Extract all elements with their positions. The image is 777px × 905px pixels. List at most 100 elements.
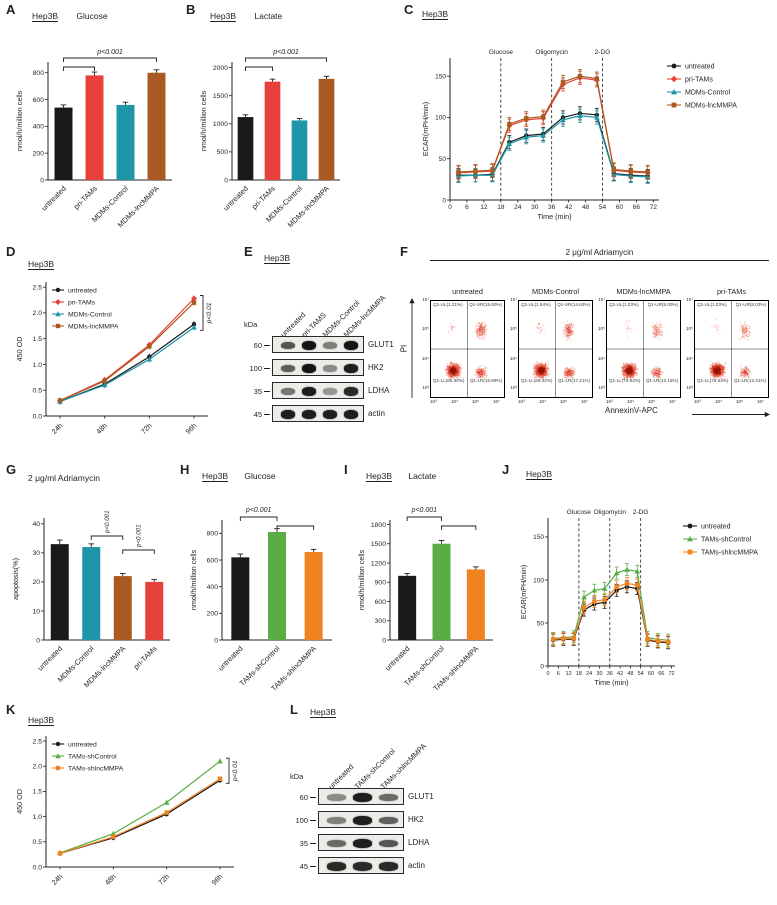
svg-text:300: 300 bbox=[375, 618, 387, 625]
svg-text:MDMs-lncMMPA: MDMs-lncMMPA bbox=[685, 103, 737, 110]
panel-A-cellline: Hep3B bbox=[32, 11, 58, 21]
blot-band bbox=[352, 839, 372, 848]
svg-text:42: 42 bbox=[617, 671, 623, 677]
svg-text:1.0: 1.0 bbox=[33, 814, 43, 821]
svg-text:18: 18 bbox=[576, 671, 582, 677]
chart-K-svg: 0.0 0.5 1.0 1.5 2.0 2.5 450 OD 24h 48h 72h 96h untr… bbox=[15, 736, 239, 887]
svg-text:450 OD: 450 OD bbox=[15, 337, 24, 362]
svg-text:96h: 96h bbox=[184, 421, 199, 436]
svg-text:nmol/h/million cells: nmol/h/million cells bbox=[189, 549, 198, 610]
kda-tick bbox=[310, 865, 316, 867]
kda-value: 100 bbox=[295, 816, 308, 825]
svg-text:1.0: 1.0 bbox=[33, 362, 43, 369]
panel-D-head: Hep3B bbox=[28, 259, 54, 269]
panel-G-title: 2 μg/ml Adriamycin bbox=[28, 473, 100, 483]
panel-G-chart: 0 10 20 30 40 apoptosis(%) untreated MDMs-Contr… bbox=[6, 488, 178, 702]
svg-text:400: 400 bbox=[207, 584, 219, 591]
flow-y-tick: 10³ bbox=[422, 385, 429, 390]
svg-text:untreated: untreated bbox=[221, 184, 249, 212]
blot-strip bbox=[272, 336, 364, 353]
flow-x-tick: 10³ bbox=[430, 399, 437, 404]
svg-text:untreated: untreated bbox=[701, 524, 731, 531]
svg-text:Oligomycin: Oligomycin bbox=[593, 509, 626, 516]
panel-C-chart: 0 50 100 150 ECAR(mPH/min) 0 6 12 18 24 30 36 42 48 54… bbox=[396, 22, 775, 236]
panel-G-label: G bbox=[6, 462, 17, 477]
panel-C: C Hep3B 0 50 100 150 ECAR(mPH/min) 0 6 12 18 24 30… bbox=[396, 2, 775, 238]
flow-y-tick: 10⁴ bbox=[509, 355, 517, 361]
panel-I-head: Hep3B Lactate bbox=[366, 471, 436, 481]
flow-x-axis-label: AnnexinV-APC bbox=[605, 406, 658, 415]
flow-x-tick: 10⁵ bbox=[472, 399, 480, 404]
kda-tick bbox=[264, 413, 270, 415]
flow-plot: Q1-UL(1.03%) Q1-UR(9.00%) Q1-LL(76.82%) Q1-… bbox=[606, 300, 681, 398]
protein-label: LDHA bbox=[368, 386, 390, 395]
svg-text:Glucose: Glucose bbox=[489, 49, 514, 56]
blot-band bbox=[326, 817, 346, 824]
svg-text:48h: 48h bbox=[94, 421, 109, 436]
flow-x-tick: 10⁷ bbox=[581, 399, 588, 404]
svg-text:p<0.001: p<0.001 bbox=[96, 49, 123, 56]
blot-band bbox=[343, 410, 358, 419]
svg-text:54: 54 bbox=[599, 204, 607, 211]
svg-text:18: 18 bbox=[497, 204, 505, 211]
blot-band bbox=[378, 862, 398, 871]
svg-text:30: 30 bbox=[32, 550, 40, 557]
quadrant-label: Q1-UR(14.63%) bbox=[557, 302, 590, 307]
panel-H: H Hep3B Glucose 0 200 400 600 800 nmol/h/mill… bbox=[180, 462, 340, 702]
svg-text:24: 24 bbox=[586, 671, 592, 677]
panel-K-cellline: Hep3B bbox=[28, 715, 54, 725]
svg-text:TAMs-shlncMMPA: TAMs-shlncMMPA bbox=[701, 550, 758, 557]
svg-text:600: 600 bbox=[33, 97, 45, 104]
flow-y-tick: 10⁵ bbox=[685, 326, 693, 332]
svg-text:36: 36 bbox=[607, 671, 613, 677]
panel-A-head: Hep3B Glucose bbox=[32, 11, 108, 21]
quadrant-label: Q1-LL(66.30%) bbox=[433, 378, 465, 384]
panel-D-label: D bbox=[6, 244, 16, 259]
blot-strip bbox=[272, 405, 364, 422]
panel-K: K Hep3B 0.0 0.5 1.0 1.5 2.0 2.5 450 OD 24h 48h 72… bbox=[6, 702, 274, 905]
svg-text:pri-TAMs: pri-TAMs bbox=[131, 644, 158, 671]
svg-text:2-DG: 2-DG bbox=[595, 49, 611, 56]
flow-y-tick: 10⁵ bbox=[421, 326, 429, 332]
panel-K-head: Hep3B bbox=[28, 715, 54, 725]
panel-E-head: Hep3B bbox=[264, 253, 290, 263]
panel-I-chart: 0 300 600 900 1200 1500 1800 nmol/h/million cel… bbox=[344, 486, 499, 702]
svg-text:12: 12 bbox=[566, 671, 572, 677]
blot-band bbox=[280, 388, 295, 395]
flow-y-tick: 10⁴ bbox=[597, 355, 605, 361]
svg-text:2.0: 2.0 bbox=[33, 310, 43, 317]
svg-text:150: 150 bbox=[533, 534, 544, 541]
svg-text:p<0.001: p<0.001 bbox=[245, 507, 272, 514]
flow-x-tick: 10⁴ bbox=[451, 399, 459, 404]
lane-label: TAMs-shlncMMPA bbox=[378, 741, 429, 791]
flow-x-tick: 10⁷ bbox=[757, 399, 764, 404]
svg-text:600: 600 bbox=[375, 599, 387, 606]
panel-E-label: E bbox=[244, 244, 253, 259]
flow-y-tick: 10³ bbox=[686, 385, 693, 390]
svg-text:p<0.01: p<0.01 bbox=[232, 760, 239, 782]
svg-text:2-DG: 2-DG bbox=[633, 509, 649, 516]
svg-text:Oligomycin: Oligomycin bbox=[535, 49, 568, 56]
panel-B-label: B bbox=[186, 2, 196, 17]
svg-text:1800: 1800 bbox=[371, 522, 386, 529]
quadrant-label: Q1-LL(78.63%) bbox=[697, 378, 729, 384]
svg-text:42: 42 bbox=[565, 204, 573, 211]
svg-text:0.5: 0.5 bbox=[33, 388, 43, 395]
svg-text:untreated: untreated bbox=[685, 64, 715, 71]
svg-text:36: 36 bbox=[548, 204, 556, 211]
svg-text:1.5: 1.5 bbox=[33, 789, 43, 796]
svg-text:0.5: 0.5 bbox=[33, 839, 43, 846]
kda-value: 35 bbox=[299, 839, 308, 848]
svg-text:72: 72 bbox=[650, 204, 658, 211]
svg-text:0: 0 bbox=[224, 177, 228, 184]
panel-A-label: A bbox=[6, 2, 16, 17]
panel-I-label: I bbox=[344, 462, 348, 477]
svg-text:48h: 48h bbox=[103, 872, 118, 887]
quadrant-label: Q1-UL(1.21%) bbox=[433, 302, 463, 307]
chart-B-svg: 0 500 1000 1500 2000 nmol/h/million cells untr… bbox=[199, 49, 340, 229]
quadrant-label: Q1-LL(76.82%) bbox=[609, 378, 641, 384]
chart-I-svg: 0 300 600 900 1200 1500 1800 nmol/h/million cel… bbox=[357, 507, 493, 693]
chart-H-svg: 0 200 400 600 800 nmol/h/million cells untreat… bbox=[189, 507, 332, 693]
svg-text:0: 0 bbox=[40, 177, 44, 184]
